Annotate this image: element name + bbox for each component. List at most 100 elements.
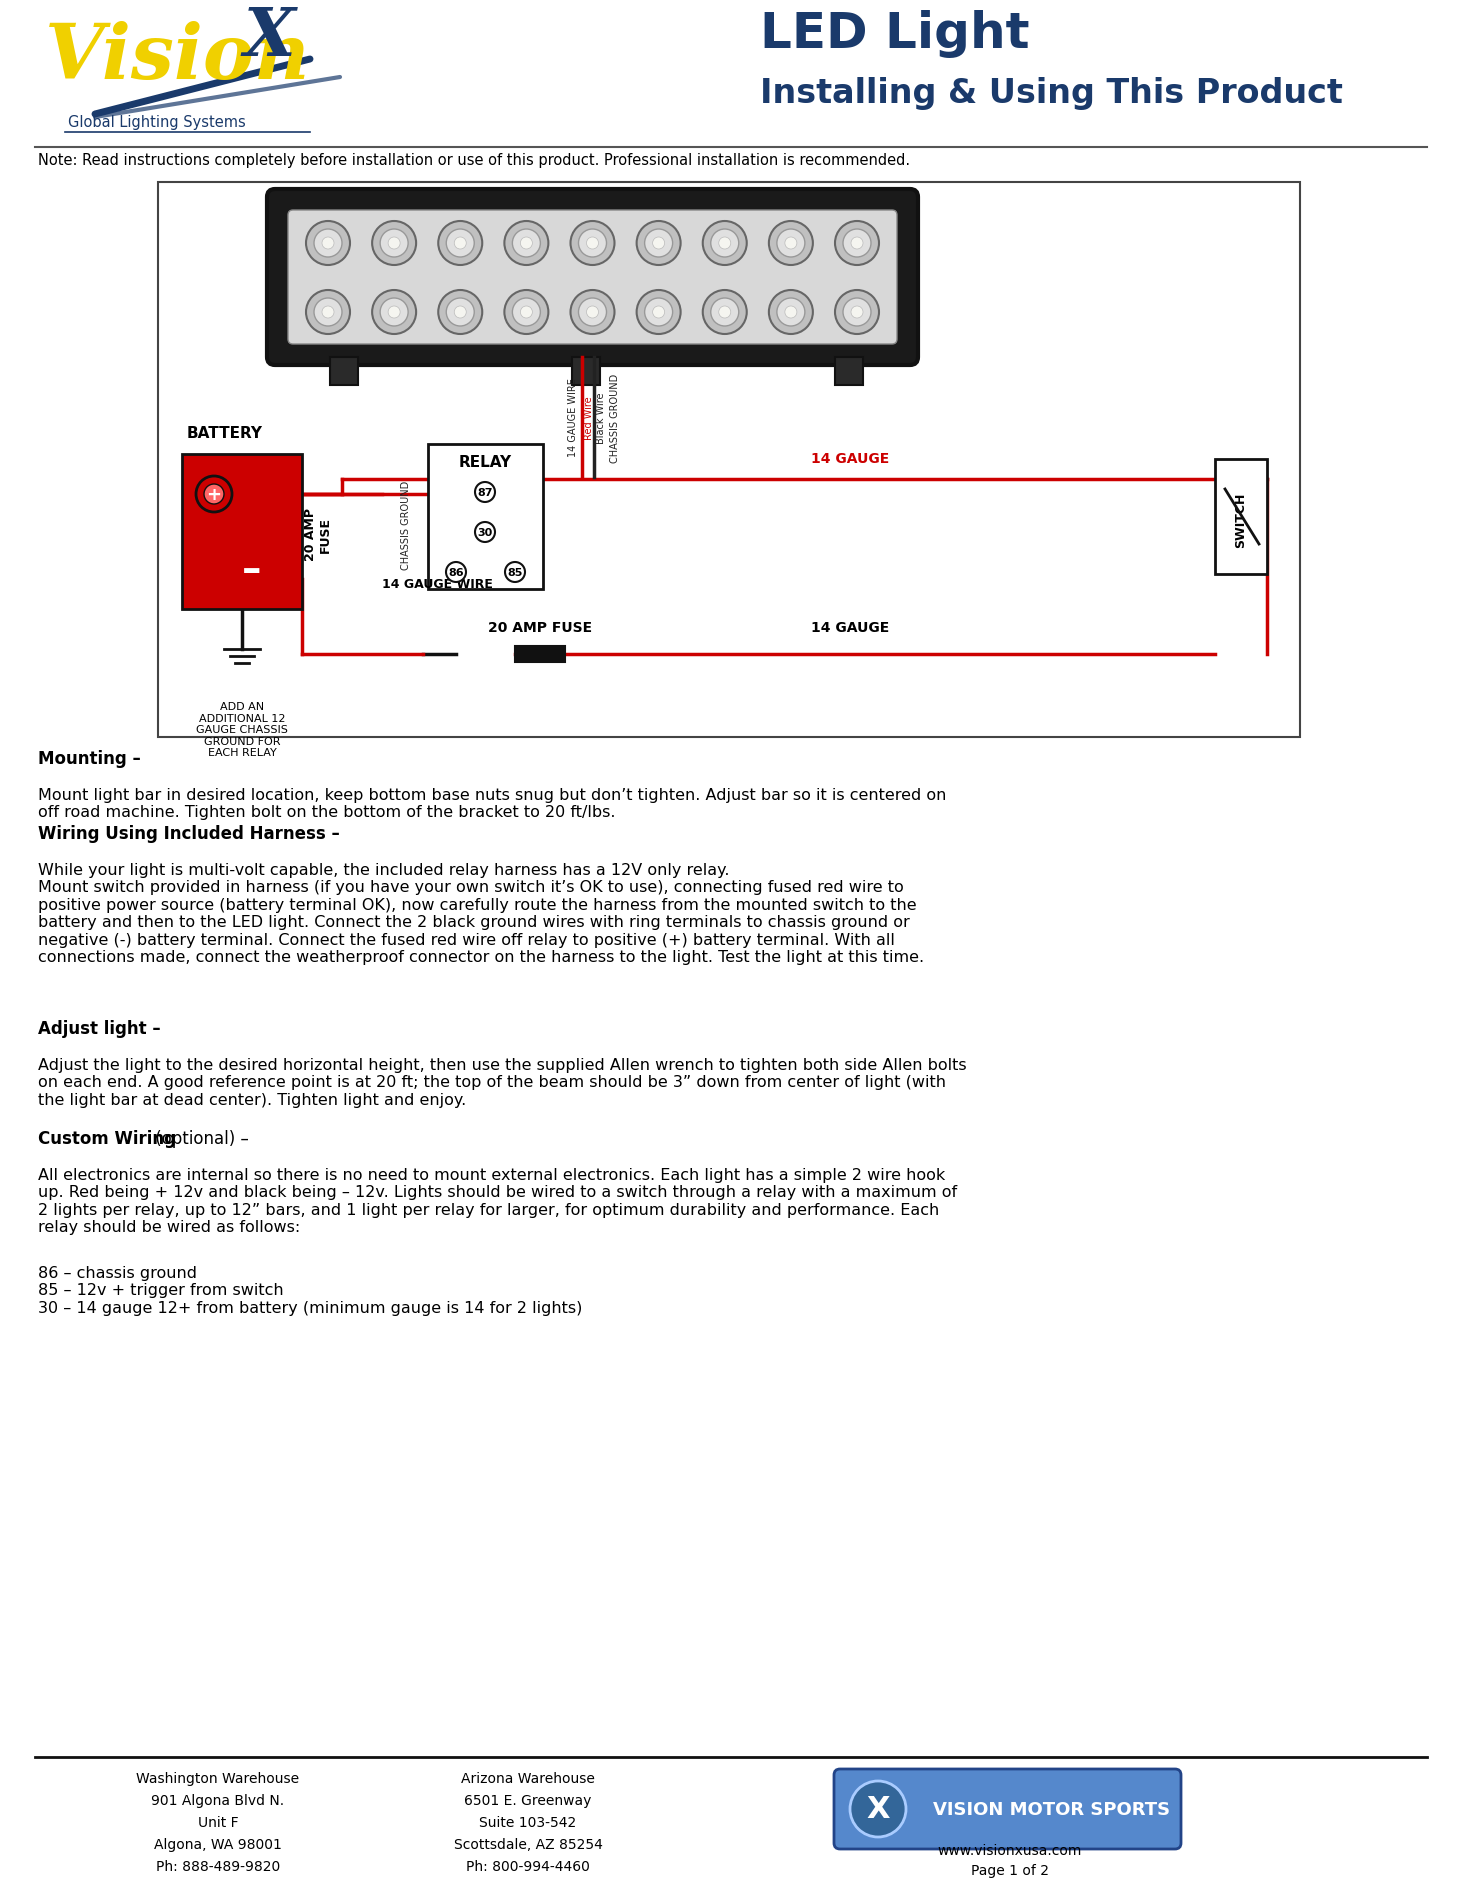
Circle shape — [849, 1780, 906, 1837]
Circle shape — [719, 306, 731, 320]
Text: LED Light: LED Light — [760, 9, 1029, 58]
Circle shape — [387, 306, 401, 320]
Circle shape — [373, 222, 417, 265]
Circle shape — [769, 291, 813, 335]
Text: Wiring Using Included Harness –: Wiring Using Included Harness – — [38, 825, 339, 842]
Text: 30: 30 — [478, 528, 493, 538]
Circle shape — [645, 299, 673, 327]
Text: While your light is multi-volt capable, the included relay harness has a 12V onl: While your light is multi-volt capable, … — [38, 863, 924, 964]
Text: Global Lighting Systems: Global Lighting Systems — [69, 115, 246, 130]
Text: Mount light bar in desired location, keep bottom base nuts snug but don’t tighte: Mount light bar in desired location, kee… — [38, 788, 946, 820]
Text: All electronics are internal so there is no need to mount external electronics. : All electronics are internal so there is… — [38, 1167, 958, 1235]
Circle shape — [776, 299, 806, 327]
Bar — [428, 446, 542, 590]
Circle shape — [570, 291, 614, 335]
Bar — [515, 647, 564, 662]
Text: BATTERY: BATTERY — [187, 425, 263, 440]
Circle shape — [579, 299, 607, 327]
Text: 86 – chassis ground
85 – 12v + trigger from switch
30 – 14 gauge 12+ from batter: 86 – chassis ground 85 – 12v + trigger f… — [38, 1265, 582, 1316]
Text: 14 GAUGE WIRE: 14 GAUGE WIRE — [569, 378, 577, 457]
Circle shape — [475, 523, 496, 543]
Circle shape — [446, 562, 466, 583]
FancyBboxPatch shape — [833, 1769, 1181, 1850]
Circle shape — [835, 222, 879, 265]
Circle shape — [475, 483, 496, 502]
Text: Scottsdale, AZ 85254: Scottsdale, AZ 85254 — [453, 1837, 602, 1852]
Bar — [572, 357, 599, 385]
Circle shape — [322, 306, 333, 320]
Text: 20 AMP
FUSE: 20 AMP FUSE — [304, 508, 332, 562]
Circle shape — [306, 222, 349, 265]
Text: SWITCH: SWITCH — [1234, 493, 1247, 547]
Text: Suite 103-542: Suite 103-542 — [480, 1814, 576, 1829]
Text: VISION MOTOR SPORTS: VISION MOTOR SPORTS — [933, 1799, 1171, 1818]
Text: RELAY: RELAY — [459, 455, 512, 470]
Circle shape — [512, 229, 541, 258]
Circle shape — [636, 291, 681, 335]
Text: Red Wire: Red Wire — [583, 397, 594, 440]
Text: 14 GAUGE: 14 GAUGE — [811, 620, 889, 635]
Circle shape — [645, 229, 673, 258]
Text: 20 AMP FUSE: 20 AMP FUSE — [488, 620, 592, 635]
Circle shape — [446, 229, 474, 258]
Bar — [181, 455, 303, 609]
Text: Algona, WA 98001: Algona, WA 98001 — [154, 1837, 282, 1852]
Circle shape — [205, 485, 224, 504]
Circle shape — [322, 239, 333, 250]
Text: 87: 87 — [477, 487, 493, 498]
Bar — [1215, 461, 1268, 575]
Circle shape — [711, 229, 738, 258]
Text: Ph: 888-489-9820: Ph: 888-489-9820 — [156, 1859, 281, 1872]
Circle shape — [851, 239, 863, 250]
Circle shape — [785, 306, 797, 320]
Circle shape — [579, 229, 607, 258]
Text: Installing & Using This Product: Installing & Using This Product — [760, 77, 1344, 109]
Text: (optional) –: (optional) – — [151, 1130, 249, 1147]
Text: X: X — [867, 1795, 890, 1824]
Text: CHASSIS GROUND: CHASSIS GROUND — [401, 479, 411, 570]
Circle shape — [844, 229, 871, 258]
Text: Custom Wiring: Custom Wiring — [38, 1130, 175, 1147]
Text: Unit F: Unit F — [197, 1814, 238, 1829]
Circle shape — [196, 478, 232, 513]
Circle shape — [586, 239, 598, 250]
Circle shape — [844, 299, 871, 327]
Circle shape — [703, 222, 747, 265]
Text: 6501 E. Greenway: 6501 E. Greenway — [465, 1794, 592, 1807]
Circle shape — [439, 291, 482, 335]
Circle shape — [835, 291, 879, 335]
FancyBboxPatch shape — [268, 190, 918, 367]
FancyBboxPatch shape — [288, 211, 898, 344]
Circle shape — [446, 299, 474, 327]
Text: Vision: Vision — [45, 21, 310, 96]
Text: Adjust light –: Adjust light – — [38, 1019, 161, 1038]
Text: 85: 85 — [507, 568, 523, 577]
Circle shape — [520, 239, 532, 250]
Text: Black Wire: Black Wire — [596, 393, 607, 444]
Bar — [835, 357, 863, 385]
Circle shape — [785, 239, 797, 250]
Circle shape — [586, 306, 598, 320]
Circle shape — [512, 299, 541, 327]
Text: Ph: 800-994-4460: Ph: 800-994-4460 — [466, 1859, 591, 1872]
Circle shape — [719, 239, 731, 250]
Text: X: X — [243, 6, 295, 70]
Text: ADD AN
ADDITIONAL 12
GAUGE CHASSIS
GROUND FOR
EACH RELAY: ADD AN ADDITIONAL 12 GAUGE CHASSIS GROUN… — [196, 701, 288, 758]
Text: Mounting –: Mounting – — [38, 750, 140, 767]
Circle shape — [306, 291, 349, 335]
Circle shape — [636, 222, 681, 265]
Text: +: + — [206, 485, 222, 504]
Text: CHASSIS GROUND: CHASSIS GROUND — [610, 372, 620, 462]
Circle shape — [504, 222, 548, 265]
Circle shape — [504, 291, 548, 335]
Circle shape — [380, 299, 408, 327]
Text: 14 GAUGE: 14 GAUGE — [811, 451, 889, 466]
Circle shape — [504, 562, 525, 583]
Text: 86: 86 — [449, 568, 463, 577]
Text: –: – — [243, 551, 262, 588]
Bar — [158, 182, 1300, 737]
Text: 14 GAUGE WIRE: 14 GAUGE WIRE — [382, 579, 493, 590]
Circle shape — [387, 239, 401, 250]
Circle shape — [776, 229, 806, 258]
Circle shape — [570, 222, 614, 265]
